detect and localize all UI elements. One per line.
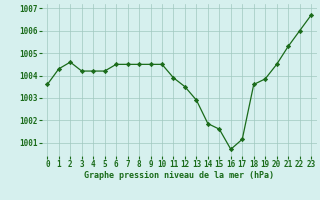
X-axis label: Graphe pression niveau de la mer (hPa): Graphe pression niveau de la mer (hPa) — [84, 171, 274, 180]
